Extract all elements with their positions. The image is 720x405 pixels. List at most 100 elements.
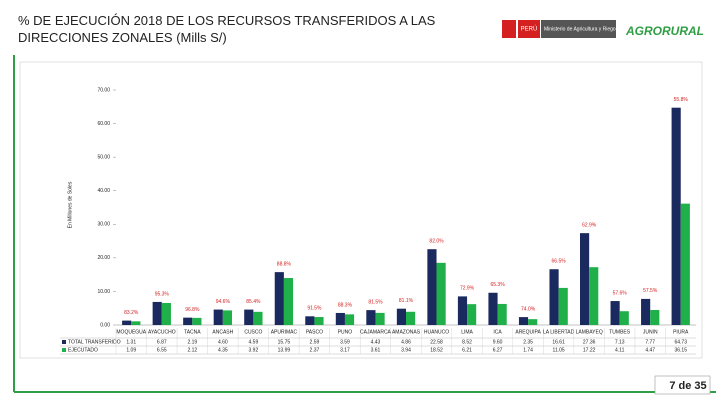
bar [549, 269, 559, 325]
logo-ministry: Ministerio de Agricultura y Riego [544, 26, 616, 32]
bar [213, 309, 223, 325]
bar [610, 301, 620, 325]
x-tick-label: PASCO [306, 329, 323, 335]
y-tick-label: 40.00 [97, 188, 110, 194]
y-tick-label: 60.00 [97, 121, 110, 127]
x-tick-label: CAJAMARCA [360, 329, 392, 335]
page-box [654, 375, 711, 395]
legend-swatch [62, 340, 66, 344]
bar [283, 278, 294, 325]
y-tick-label: 10.00 [97, 289, 110, 295]
percent-label: 72.9% [460, 286, 475, 292]
legend-label: EJECUTADO [68, 347, 98, 353]
bar [436, 262, 446, 325]
bar [314, 317, 324, 325]
bar [396, 308, 406, 325]
bar [518, 317, 529, 325]
percent-label: 83.2% [124, 310, 139, 316]
bar [580, 233, 590, 325]
table-value: 8.52 [462, 339, 472, 345]
bar [131, 321, 141, 325]
table-value: 11.05 [553, 347, 565, 353]
table-value: 27.36 [583, 339, 596, 345]
percent-label: 81.5% [368, 299, 383, 305]
bar [467, 304, 477, 325]
table-value: 22.58 [430, 339, 443, 345]
x-tick-label: PIURA [673, 329, 689, 335]
table-value: 3.94 [401, 347, 411, 353]
bar [488, 292, 498, 325]
legend-label: TOTAL TRANSFERIDO [68, 339, 121, 345]
bar [558, 287, 568, 325]
bar [122, 320, 132, 325]
table-value: 64.73 [674, 339, 687, 345]
table-value: 2.35 [523, 339, 533, 345]
table-value: 7.77 [645, 339, 655, 345]
bar [274, 272, 284, 325]
bar [305, 316, 315, 325]
bar [671, 107, 681, 326]
bar [589, 267, 599, 325]
table-value: 3.17 [340, 347, 350, 353]
x-tick-label: LAMBAYEQ [576, 329, 603, 335]
x-tick-label: ANCASH [212, 329, 233, 335]
percent-label: 62.9% [582, 222, 597, 228]
table-value: 1.74 [523, 347, 533, 353]
table-value: 4.11 [615, 347, 625, 353]
y-tick-label: 70.00 [97, 87, 110, 93]
logo-brand: AGRORURAL [625, 24, 704, 38]
logo-grey [541, 20, 616, 38]
x-tick-label: LA LIBERTAD [543, 329, 575, 335]
table-value: 6.27 [493, 347, 503, 353]
percent-label: 91.5% [307, 306, 322, 312]
chart-frame [19, 61, 703, 359]
table-value: 6.55 [157, 347, 167, 353]
table-value: 6.21 [462, 347, 472, 353]
bar [680, 203, 690, 325]
y-tick-label: 0.00 [100, 322, 110, 328]
logo-red [518, 20, 540, 38]
x-tick-label: AREQUIPA [515, 329, 541, 335]
percent-label: 85.4% [246, 299, 261, 305]
bar [528, 319, 538, 325]
table-value: 4.43 [371, 339, 381, 345]
logo-shield [502, 20, 516, 38]
table-value: 36.15 [674, 347, 687, 353]
bar [366, 310, 376, 325]
x-tick-label: TACNA [184, 329, 201, 335]
table-value: 3.61 [371, 347, 381, 353]
table-value: 6.87 [157, 339, 167, 345]
table-value: 3.59 [340, 339, 350, 345]
table-value: 4.47 [645, 347, 655, 353]
x-tick-label: PUNO [338, 329, 353, 335]
table-value: 3.92 [249, 347, 259, 353]
table-value: 16.61 [552, 339, 565, 345]
bar [497, 303, 507, 325]
y-tick-label: 20.00 [97, 255, 110, 261]
table-value: 9.60 [493, 339, 503, 345]
percent-label: 65.3% [490, 282, 505, 288]
bar [244, 309, 254, 325]
chart-title: % DE EJECUCIÓN 2018 DE LOS RECURSOS TRAN… [18, 13, 436, 45]
y-tick-label: 50.00 [97, 154, 110, 160]
x-tick-label: HUANUCO [424, 329, 449, 335]
bar [335, 312, 345, 325]
bar [253, 311, 263, 325]
title-box: % DE EJECUCIÓN 2018 DE LOS RECURSOS TRAN… [18, 13, 436, 45]
percent-label: 55.8% [674, 97, 689, 103]
logo-country: PERÚ [521, 26, 538, 33]
table-value: 4.35 [218, 347, 228, 353]
percent-label: 88.3% [338, 302, 353, 308]
table-value: 4.86 [401, 339, 411, 345]
bar [192, 317, 202, 325]
bar [375, 312, 385, 325]
x-tick-label: TUMBES [609, 329, 631, 335]
x-tick-label: MOQUEGUA [116, 329, 146, 335]
bar [427, 249, 437, 325]
table-value: 2.59 [310, 339, 320, 345]
bar [222, 310, 232, 325]
table-value: 2.37 [310, 347, 320, 353]
